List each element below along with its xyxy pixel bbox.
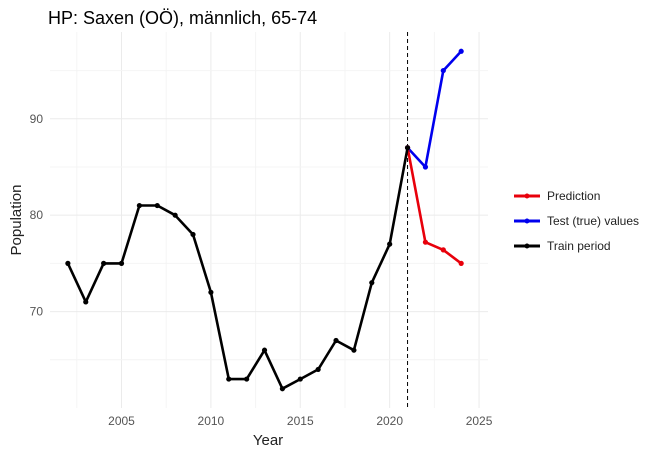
series-line-prediction	[406, 146, 463, 265]
data-point-train-period	[226, 376, 232, 382]
data-point-prediction	[422, 239, 429, 245]
legend-item-train-period: Train period	[514, 239, 611, 253]
series-layer	[65, 48, 464, 392]
data-point-train-period	[387, 241, 393, 247]
data-point-train-period	[315, 366, 321, 373]
data-point-train-period	[279, 386, 286, 392]
data-point-train-period	[65, 260, 71, 266]
data-point-train-period	[351, 347, 357, 353]
y-tick-label: 80	[30, 208, 44, 222]
x-tick-label: 2010	[198, 414, 225, 428]
series-line-test-true-values	[406, 49, 463, 169]
data-point-train-period	[297, 376, 303, 382]
x-tick-label: 2020	[376, 414, 403, 428]
legend-label-prediction: Prediction	[547, 189, 600, 203]
legend: Prediction Test (true) values Train peri…	[514, 189, 639, 253]
x-tick-labels: 2005 2010 2015 2020 2025	[108, 414, 493, 428]
data-point-test-true-values	[458, 48, 464, 54]
data-point-train-period	[244, 376, 250, 382]
legend-item-test-values: Test (true) values	[514, 214, 639, 228]
legend-dot-train-period	[524, 243, 530, 249]
legend-label-test-values: Test (true) values	[547, 214, 639, 228]
data-point-train-period	[154, 202, 160, 209]
x-tick-label: 2005	[108, 414, 135, 428]
data-point-train-period	[333, 337, 339, 344]
x-axis-title: Year	[253, 432, 283, 449]
data-point-train-period	[369, 280, 375, 286]
data-point-test-true-values	[422, 164, 429, 170]
legend-dot-test-values	[524, 218, 530, 224]
y-tick-labels: 70 80 90	[30, 112, 44, 319]
data-point-train-period	[136, 202, 142, 209]
series-train-period	[65, 145, 411, 392]
x-tick-label: 2025	[466, 414, 493, 428]
data-point-prediction	[458, 260, 464, 266]
chart-title: HP: Saxen (OÖ), männlich, 65-74	[48, 8, 317, 28]
legend-dot-prediction	[524, 193, 530, 199]
x-tick-label: 2015	[287, 414, 314, 428]
data-point-train-period	[404, 145, 411, 151]
data-point-train-period	[261, 347, 268, 353]
data-point-train-period	[83, 299, 89, 305]
grid-lines	[50, 32, 488, 408]
data-point-prediction	[440, 247, 446, 253]
data-point-train-period	[118, 260, 125, 266]
legend-item-prediction: Prediction	[514, 189, 600, 203]
y-tick-label: 70	[30, 305, 44, 319]
data-point-train-period	[172, 212, 178, 218]
y-axis-title: Population	[8, 185, 25, 256]
y-tick-label: 90	[30, 112, 44, 126]
series-line-train-period	[66, 146, 409, 391]
data-point-test-true-values	[440, 67, 446, 74]
data-point-train-period	[101, 260, 107, 266]
data-point-train-period	[190, 231, 196, 238]
data-point-train-period	[208, 289, 214, 295]
legend-label-train-period: Train period	[547, 239, 611, 253]
